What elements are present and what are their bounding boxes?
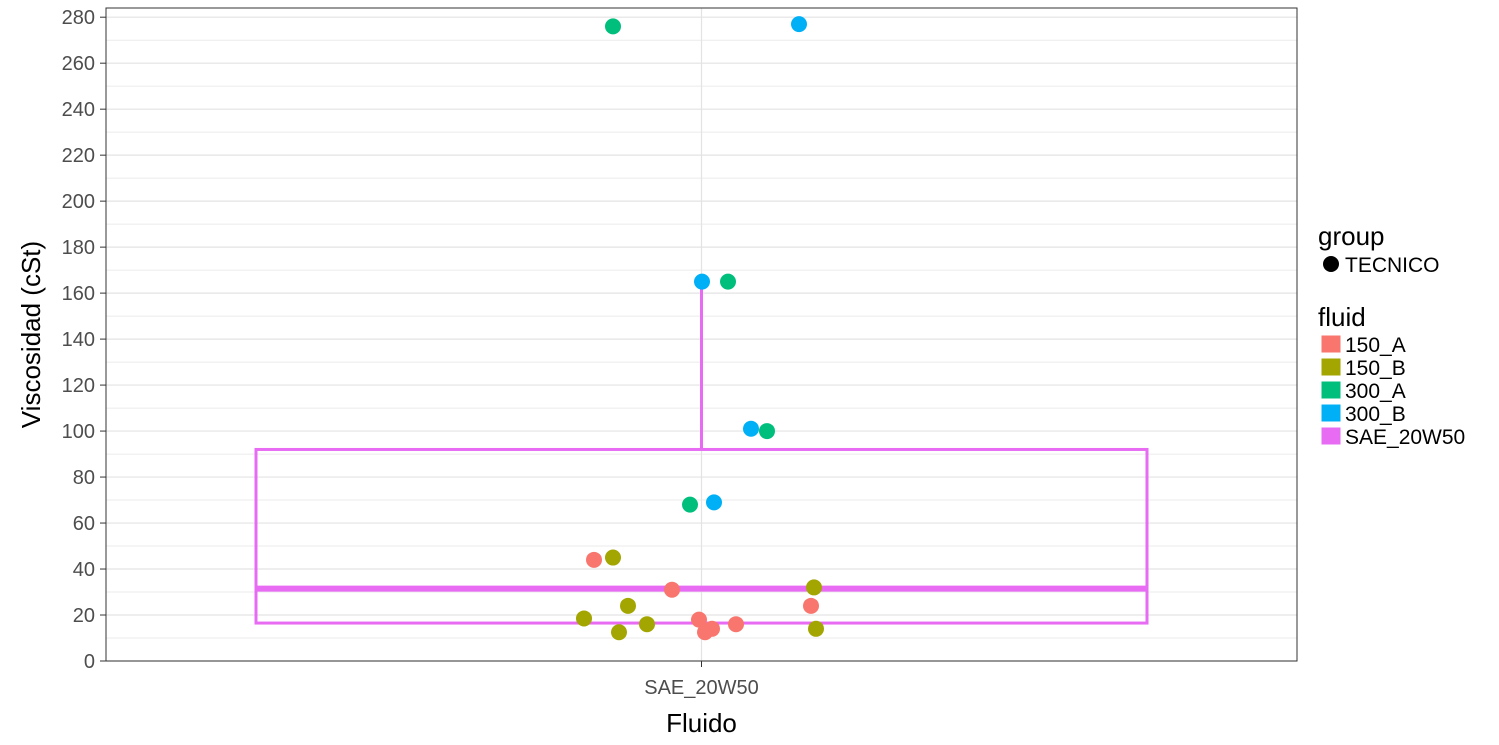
y-tick-label: 20 [73, 605, 95, 627]
legend-label-fluid: SAE_20W50 [1345, 426, 1465, 449]
data-point-150_B [605, 549, 621, 566]
legend-label-group: TECNICO [1345, 254, 1440, 277]
legend-key-dot [1323, 359, 1339, 375]
data-point-150_B [806, 579, 822, 596]
grid-layer [106, 8, 1297, 662]
data-point-150_B [576, 610, 592, 627]
legend-key-dot [1323, 405, 1339, 421]
x-tick-label: SAE_20W50 [644, 677, 759, 699]
legend-title-fluid: fluid [1318, 302, 1366, 332]
data-point-150_A [664, 581, 680, 598]
x-axis: SAE_20W50 [644, 661, 759, 699]
data-point-150_A [728, 616, 744, 633]
y-tick-label: 280 [62, 7, 95, 29]
data-point-150_B [808, 620, 824, 637]
data-point-150_A [803, 597, 819, 614]
y-tick-label: 160 [62, 283, 95, 305]
y-tick-label: 260 [62, 53, 95, 75]
legend-label-fluid: 150_A [1345, 334, 1406, 357]
y-tick-label: 60 [73, 513, 95, 535]
y-tick-label: 40 [73, 559, 95, 581]
legend-key-dot [1323, 382, 1339, 398]
data-point-300_A [682, 496, 698, 513]
data-point-150_B [639, 616, 655, 633]
y-tick-label: 200 [62, 191, 95, 213]
legend-title-group: group [1318, 221, 1385, 251]
x-axis-title: Fluido [666, 708, 737, 738]
y-tick-label: 240 [62, 99, 95, 121]
y-tick-label: 80 [73, 467, 95, 489]
legend-key-dot [1323, 336, 1339, 352]
y-tick-label: 120 [62, 375, 95, 397]
legend-key-group [1323, 256, 1339, 272]
data-point-150_B [620, 597, 636, 614]
y-tick-label: 100 [62, 421, 95, 443]
data-point-150_A [691, 611, 707, 628]
data-point-300_A [720, 273, 736, 290]
legend-label-fluid: 300_A [1345, 380, 1406, 403]
data-point-150_A [704, 620, 720, 637]
data-point-300_B [743, 420, 759, 437]
data-point-150_A [586, 551, 602, 568]
y-tick-label: 180 [62, 237, 95, 259]
y-axis-title: Viscosidad (cSt) [16, 241, 46, 428]
data-point-300_B [791, 16, 807, 33]
y-tick-label: 0 [84, 651, 95, 673]
data-point-150_B [611, 624, 627, 641]
data-point-300_A [759, 423, 775, 440]
y-tick-label: 220 [62, 145, 95, 167]
legend-label-fluid: 300_B [1345, 403, 1406, 426]
y-axis: 0 20 40 60 80 100 120 140 160 180 200 220 240 260 280 [62, 7, 106, 673]
data-point-300_A [605, 18, 621, 35]
legend-key-dot [1323, 428, 1339, 444]
data-point-300_B [706, 494, 722, 511]
data-point-300_B [694, 273, 710, 290]
points-layer [576, 16, 824, 641]
legend: group TECNICO fluid150_A150_B300_A300_BSAE… [1318, 221, 1465, 449]
legend-label-fluid: 150_B [1345, 357, 1406, 380]
y-tick-label: 140 [62, 329, 95, 351]
